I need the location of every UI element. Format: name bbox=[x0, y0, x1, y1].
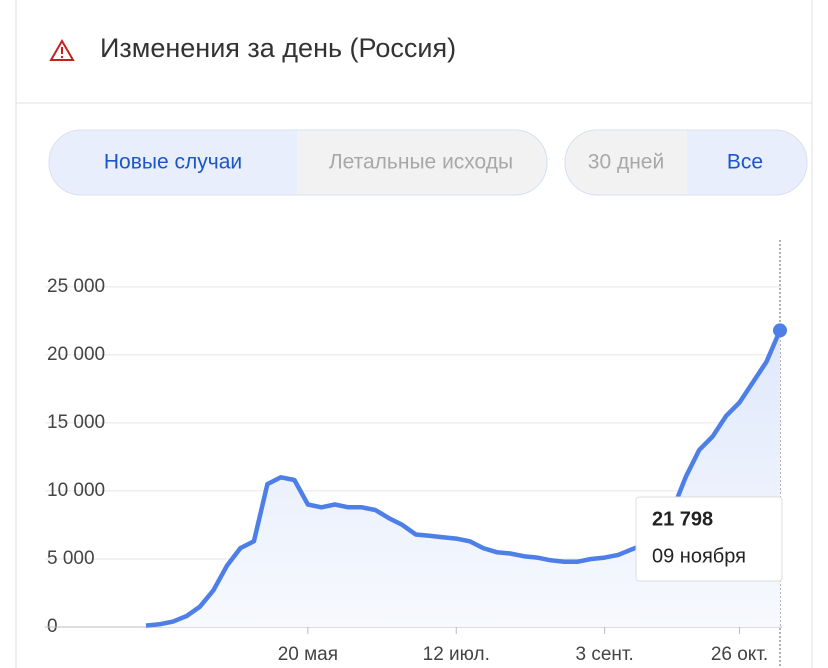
y-tick-label: 10 000 bbox=[47, 480, 105, 501]
toggle-button[interactable]: Все bbox=[727, 151, 763, 174]
area bbox=[146, 330, 780, 627]
y-tick-label: 25 000 bbox=[47, 276, 105, 297]
tooltip: 21 798 09 ноября bbox=[635, 496, 783, 582]
toggle-button[interactable]: Летальные исходы bbox=[329, 151, 513, 174]
tooltip-date: 09 ноября bbox=[652, 545, 746, 567]
toggle-button[interactable]: 30 дней bbox=[588, 151, 664, 174]
toggle-selected bbox=[687, 131, 807, 194]
hover-point bbox=[773, 323, 787, 338]
y-tick-label: 5 000 bbox=[47, 548, 95, 569]
card-title: Изменения за день (Россия) bbox=[100, 33, 456, 63]
x-tick-label: 3 сент. bbox=[575, 644, 633, 665]
range-toggle: 30 дней Все bbox=[564, 129, 808, 196]
x-tick-label: 20 мая bbox=[278, 644, 338, 665]
warning-icon bbox=[49, 39, 75, 61]
x-tick-label: 26 окт. bbox=[711, 644, 768, 665]
toggle-selected bbox=[49, 131, 298, 194]
y-tick-label: 15 000 bbox=[47, 412, 105, 433]
toggle-button[interactable]: Новые случаи bbox=[104, 151, 242, 174]
x-tick-label: 12 июл. bbox=[423, 644, 490, 665]
metric-toggle: Новые случаи Летальные исходы bbox=[48, 129, 548, 196]
tooltip-box bbox=[635, 496, 783, 582]
y-tick-label: 20 000 bbox=[47, 344, 105, 365]
tooltip-value: 21 798 bbox=[652, 508, 713, 530]
